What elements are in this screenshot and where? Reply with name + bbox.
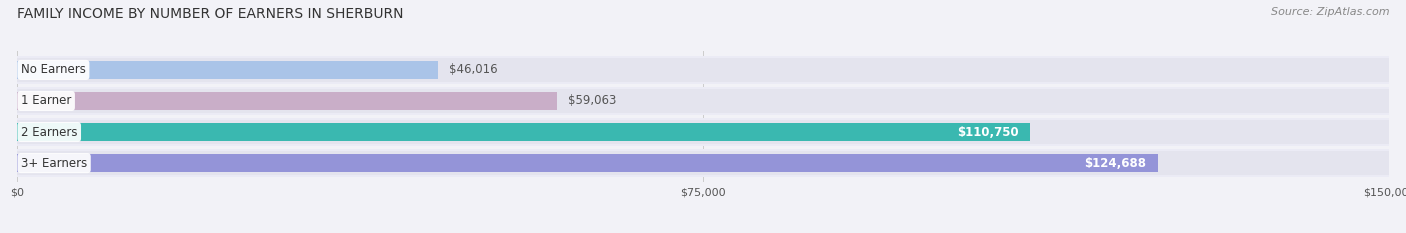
- Text: $110,750: $110,750: [957, 126, 1019, 139]
- Text: $46,016: $46,016: [449, 63, 498, 76]
- Bar: [17, 149, 1389, 177]
- Text: 2 Earners: 2 Earners: [21, 126, 77, 139]
- Text: $124,688: $124,688: [1084, 157, 1146, 170]
- Bar: [17, 154, 1157, 172]
- Bar: [17, 58, 1389, 82]
- Text: 1 Earner: 1 Earner: [21, 94, 72, 107]
- Bar: [17, 89, 1389, 113]
- Bar: [17, 120, 1389, 144]
- Bar: [17, 123, 1031, 141]
- Bar: [17, 87, 1389, 115]
- Bar: [17, 118, 1389, 146]
- Bar: [17, 92, 557, 110]
- Bar: [17, 151, 1389, 175]
- Text: No Earners: No Earners: [21, 63, 86, 76]
- Bar: [17, 56, 1389, 84]
- Bar: [17, 61, 437, 79]
- Text: Source: ZipAtlas.com: Source: ZipAtlas.com: [1271, 7, 1389, 17]
- Text: 3+ Earners: 3+ Earners: [21, 157, 87, 170]
- Text: $59,063: $59,063: [568, 94, 617, 107]
- Text: FAMILY INCOME BY NUMBER OF EARNERS IN SHERBURN: FAMILY INCOME BY NUMBER OF EARNERS IN SH…: [17, 7, 404, 21]
